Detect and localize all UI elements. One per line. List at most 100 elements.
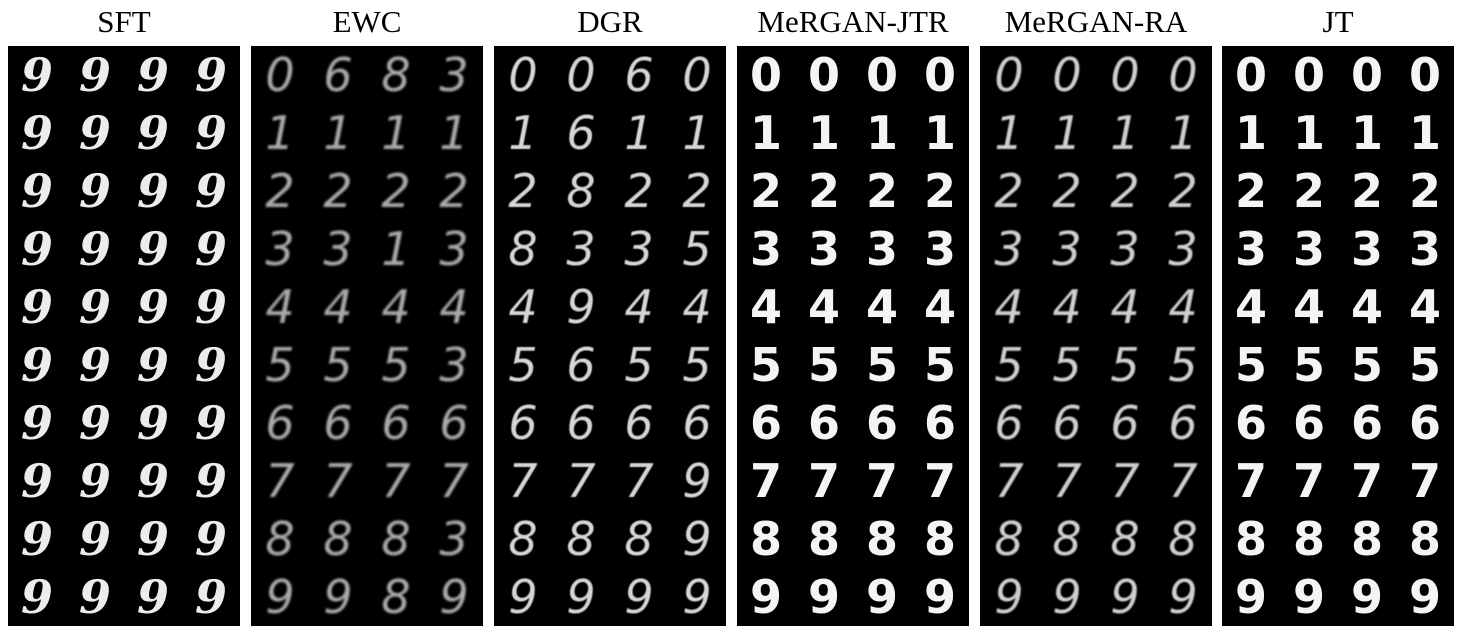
digit-sample: 6 — [1292, 396, 1325, 450]
digit-sample: 9 — [78, 512, 111, 566]
digit-sample: 4 — [994, 280, 1024, 334]
digit-sample: 9 — [1408, 570, 1441, 624]
digit-sample: 1 — [439, 106, 469, 160]
digit-sample: 6 — [323, 48, 353, 102]
digit-sample: 7 — [1408, 454, 1441, 508]
digit-sample: 9 — [807, 570, 840, 624]
digit-sample: 5 — [1234, 338, 1267, 392]
digit-sample: 9 — [78, 106, 111, 160]
digit-sample: 9 — [136, 164, 169, 218]
digit-sample: 9 — [1110, 570, 1140, 624]
digit-sample: 0 — [923, 48, 956, 102]
digit-sample: 9 — [136, 396, 169, 450]
digit-sample: 8 — [1408, 512, 1441, 566]
digit-sample: 9 — [194, 512, 227, 566]
digit-sample: 8 — [624, 512, 654, 566]
digit-sample: 4 — [265, 280, 295, 334]
digit-sample: 2 — [323, 164, 353, 218]
digit-sample: 9 — [265, 570, 295, 624]
digit-sample: 8 — [381, 512, 411, 566]
digit-sample: 9 — [136, 222, 169, 276]
digit-sample: 3 — [566, 222, 596, 276]
digit-sample: 5 — [508, 338, 538, 392]
digit-sample: 2 — [682, 164, 712, 218]
digit-sample: 9 — [20, 48, 53, 102]
digit-sample: 5 — [265, 338, 295, 392]
digit-sample: 8 — [508, 222, 538, 276]
digit-sample: 9 — [136, 512, 169, 566]
digit-sample: 1 — [749, 106, 782, 160]
digit-sample: 3 — [1292, 222, 1325, 276]
digit-sample: 9 — [194, 338, 227, 392]
digit-sample: 1 — [381, 222, 411, 276]
digit-sample: 3 — [1168, 222, 1198, 276]
digit-sample: 5 — [1350, 338, 1383, 392]
digit-sample: 4 — [1052, 280, 1082, 334]
digit-sample: 5 — [865, 338, 898, 392]
digit-sample: 5 — [1052, 338, 1082, 392]
digit-sample: 7 — [807, 454, 840, 508]
digit-sample: 4 — [865, 280, 898, 334]
digit-sample: 4 — [923, 280, 956, 334]
digit-sample: 9 — [78, 396, 111, 450]
panel-title: JT — [1322, 4, 1354, 39]
digit-sample: 4 — [508, 280, 538, 334]
digit-sample: 6 — [1408, 396, 1441, 450]
digit-sample: 9 — [439, 570, 469, 624]
digit-sample: 4 — [381, 280, 411, 334]
digit-sample: 4 — [1168, 280, 1198, 334]
digit-sample: 5 — [994, 338, 1024, 392]
digit-sample: 9 — [78, 164, 111, 218]
digit-sample: 8 — [1292, 512, 1325, 566]
digit-sample: 1 — [381, 106, 411, 160]
digit-sample: 9 — [923, 570, 956, 624]
digit-sample: 1 — [508, 106, 538, 160]
digit-sample: 9 — [20, 454, 53, 508]
digit-sample: 3 — [323, 222, 353, 276]
digit-sample: 4 — [1110, 280, 1140, 334]
digit-sample: 2 — [1168, 164, 1198, 218]
digit-sample: 0 — [749, 48, 782, 102]
digit-sample: 7 — [624, 454, 654, 508]
digit-sample: 9 — [1168, 570, 1198, 624]
digit-sample: 9 — [78, 454, 111, 508]
digit-sample: 6 — [624, 48, 654, 102]
digit-sample: 6 — [566, 338, 596, 392]
digit-sample: 3 — [439, 512, 469, 566]
digit-sample: 4 — [1234, 280, 1267, 334]
digit-sample: 9 — [136, 338, 169, 392]
digit-sample: 9 — [194, 222, 227, 276]
digit-sample: 0 — [1292, 48, 1325, 102]
digit-sample: 5 — [323, 338, 353, 392]
digit-sample: 0 — [1168, 48, 1198, 102]
digit-sample: 2 — [439, 164, 469, 218]
digit-sample: 6 — [381, 396, 411, 450]
digit-sample: 9 — [136, 454, 169, 508]
digit-sample: 8 — [323, 512, 353, 566]
digit-sample: 2 — [1408, 164, 1441, 218]
digit-sample: 8 — [381, 570, 411, 624]
digit-sample: 2 — [807, 164, 840, 218]
digit-sample: 9 — [20, 106, 53, 160]
digit-sample: 2 — [624, 164, 654, 218]
digit-sample: 9 — [78, 48, 111, 102]
digit-sample: 8 — [923, 512, 956, 566]
digit-sample: 8 — [749, 512, 782, 566]
digit-sample: 1 — [923, 106, 956, 160]
digit-sample: 1 — [624, 106, 654, 160]
digit-sample: 9 — [78, 222, 111, 276]
digit-sample: 1 — [1350, 106, 1383, 160]
digit-sample: 3 — [1350, 222, 1383, 276]
digit-sample: 0 — [1408, 48, 1441, 102]
digit-sample: 1 — [1408, 106, 1441, 160]
digit-sample: 5 — [1292, 338, 1325, 392]
digit-sample: 3 — [439, 338, 469, 392]
digit-sample: 5 — [682, 222, 712, 276]
digit-sample: 7 — [749, 454, 782, 508]
